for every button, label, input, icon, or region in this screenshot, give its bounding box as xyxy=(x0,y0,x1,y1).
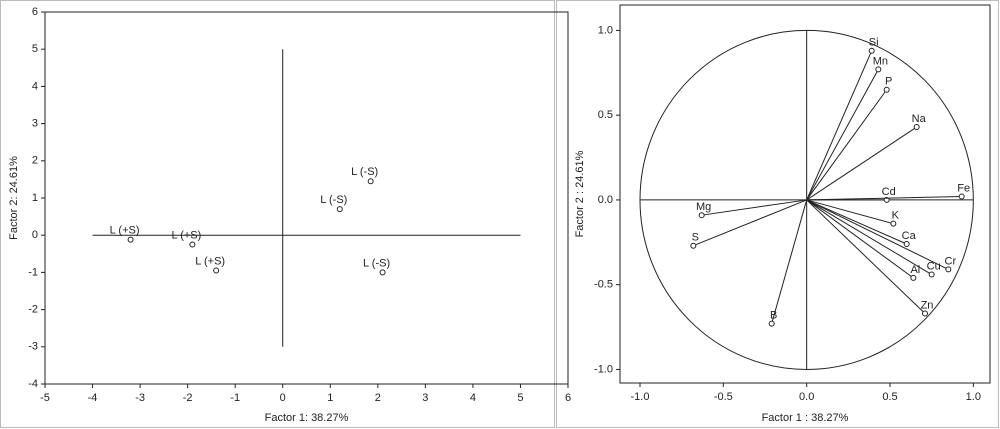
x-tick-label: -3 xyxy=(135,392,145,404)
x-tick-label: 0.0 xyxy=(799,391,814,403)
y-axis-title: Factor 2: 24.61% xyxy=(8,156,20,240)
point-label: Zn xyxy=(921,299,934,311)
loading-vector xyxy=(806,196,962,201)
y-tick-label: -3 xyxy=(28,341,38,353)
x-tick-label: 0 xyxy=(280,392,286,404)
loading-vector xyxy=(693,199,807,247)
data-point xyxy=(379,269,386,276)
point-label: Cr xyxy=(945,255,957,267)
point-label: K xyxy=(892,210,900,222)
data-point xyxy=(213,267,220,274)
y-tick-label: 1.0 xyxy=(598,24,613,36)
y-tick-label: -0.5 xyxy=(594,279,613,291)
data-point xyxy=(903,241,910,248)
point-label: L (-S) xyxy=(351,166,378,178)
loading-vector xyxy=(806,199,894,225)
plot-frame xyxy=(619,4,991,384)
point-label: L (+S) xyxy=(110,225,140,237)
point-label: Si xyxy=(869,37,879,49)
data-point xyxy=(928,271,935,278)
data-point xyxy=(910,274,917,281)
x-tick-label: 1 xyxy=(327,392,333,404)
data-point xyxy=(945,266,952,273)
y-tick-label: 3 xyxy=(32,118,38,130)
loading-vector xyxy=(701,199,807,216)
y-tick-label: -1 xyxy=(28,266,38,278)
y-tick-label: 0 xyxy=(32,229,38,241)
point-label: Mg xyxy=(696,201,711,213)
x-tick-label: -5 xyxy=(40,392,50,404)
y-tick-label: 0.5 xyxy=(598,109,613,121)
y-tick-label: 0.0 xyxy=(598,194,613,206)
x-tick-label: -4 xyxy=(88,392,98,404)
x-tick-label: 6 xyxy=(565,392,571,404)
data-point xyxy=(189,241,196,248)
point-label: Cu xyxy=(927,260,941,272)
data-point xyxy=(958,193,965,200)
data-point xyxy=(698,212,705,219)
x-tick-label: 0.5 xyxy=(882,391,897,403)
plot-frame xyxy=(44,11,569,385)
point-label: B xyxy=(770,310,777,322)
y-tick-label: -4 xyxy=(28,378,38,390)
x-tick-label: 2 xyxy=(375,392,381,404)
point-label: P xyxy=(885,76,892,88)
y-tick-label: -2 xyxy=(28,304,38,316)
data-point xyxy=(868,47,875,54)
data-point xyxy=(890,220,897,227)
point-label: S xyxy=(692,232,699,244)
point-label: L (+S) xyxy=(171,229,201,241)
point-label: Na xyxy=(912,113,927,125)
data-point xyxy=(922,310,928,317)
x-tick-label: 4 xyxy=(470,392,476,404)
y-tick-label: -1.0 xyxy=(594,363,613,375)
loading-vector xyxy=(806,50,873,201)
point-label: Fe xyxy=(957,182,970,194)
point-label: L (-S) xyxy=(320,194,347,206)
x-tick-label: -0.5 xyxy=(714,391,733,403)
x-tick-label: 5 xyxy=(517,392,523,404)
data-point xyxy=(690,242,697,249)
data-point xyxy=(875,66,882,73)
y-tick-label: 1 xyxy=(32,192,38,204)
left-panel xyxy=(0,0,555,428)
data-point xyxy=(336,206,343,213)
x-tick-label: -1.0 xyxy=(631,391,650,403)
y-axis-title: Factor 2 : 24.61% xyxy=(574,150,586,237)
x-axis-title: Factor 1 : 38.27% xyxy=(762,412,849,424)
loading-vector xyxy=(806,199,949,270)
x-tick-label: -1 xyxy=(230,392,240,404)
point-label: Cd xyxy=(882,186,896,198)
x-tick-label: -2 xyxy=(183,392,193,404)
point-label: Al xyxy=(910,264,920,276)
point-label: Mn xyxy=(873,55,888,67)
loading-vector xyxy=(771,199,808,324)
loading-vector xyxy=(806,69,879,201)
right-panel xyxy=(556,0,999,428)
loading-vector xyxy=(806,199,926,314)
loading-vector xyxy=(806,89,888,201)
x-axis-title: Factor 1: 38.27% xyxy=(265,412,349,424)
y-tick-label: 5 xyxy=(32,43,38,55)
point-label: L (+S) xyxy=(195,255,225,267)
loading-vector xyxy=(806,199,932,275)
loading-vector xyxy=(806,199,914,279)
y-tick-label: 4 xyxy=(32,80,38,92)
data-point xyxy=(127,236,134,243)
data-point xyxy=(768,320,775,327)
data-point xyxy=(883,86,890,93)
x-tick-label: 3 xyxy=(422,392,428,404)
x-tick-label: 1.0 xyxy=(966,391,981,403)
data-point xyxy=(913,124,920,131)
data-point xyxy=(367,178,374,185)
loading-vector xyxy=(806,199,907,245)
point-label: Ca xyxy=(902,230,917,242)
y-tick-label: 6 xyxy=(32,6,38,18)
y-tick-label: 2 xyxy=(32,155,38,167)
loading-vector xyxy=(806,126,917,201)
point-label: L (-S) xyxy=(363,257,390,269)
